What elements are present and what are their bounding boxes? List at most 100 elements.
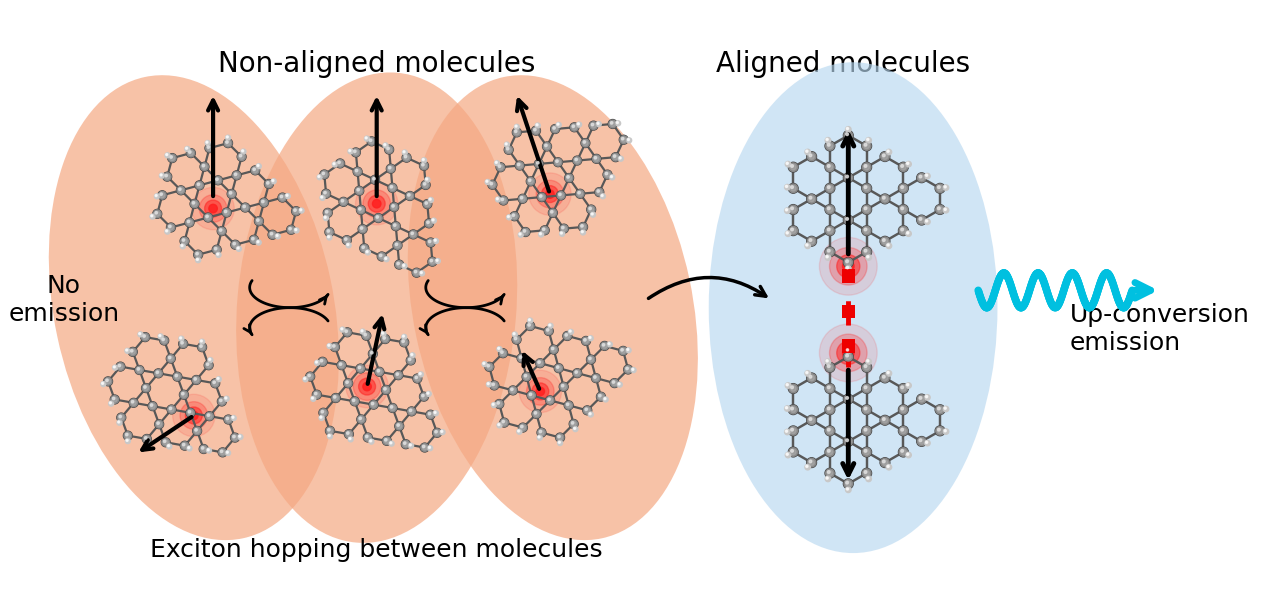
Circle shape — [293, 209, 298, 213]
Circle shape — [861, 247, 872, 257]
Circle shape — [826, 142, 835, 150]
Circle shape — [604, 398, 605, 399]
Circle shape — [572, 156, 581, 165]
Circle shape — [191, 200, 198, 208]
Circle shape — [485, 363, 493, 371]
Circle shape — [826, 405, 835, 414]
Circle shape — [805, 371, 808, 374]
Circle shape — [500, 198, 506, 203]
Circle shape — [882, 418, 886, 420]
Circle shape — [168, 224, 175, 231]
Circle shape — [166, 444, 172, 449]
Circle shape — [371, 352, 372, 354]
Circle shape — [515, 124, 520, 129]
Circle shape — [527, 324, 532, 328]
Circle shape — [131, 400, 136, 405]
Circle shape — [497, 163, 504, 171]
Circle shape — [219, 448, 227, 456]
Circle shape — [402, 153, 411, 162]
Circle shape — [169, 225, 174, 230]
Circle shape — [864, 143, 869, 149]
Circle shape — [525, 374, 526, 377]
Circle shape — [315, 392, 317, 395]
Circle shape — [384, 438, 387, 441]
Circle shape — [809, 239, 812, 242]
Circle shape — [372, 200, 381, 208]
Circle shape — [538, 436, 540, 438]
Circle shape — [538, 429, 545, 437]
Circle shape — [428, 412, 433, 417]
Circle shape — [785, 383, 791, 388]
Circle shape — [887, 150, 890, 152]
Circle shape — [355, 187, 364, 195]
Circle shape — [881, 152, 890, 161]
Circle shape — [827, 207, 833, 212]
Circle shape — [334, 396, 335, 398]
Circle shape — [150, 404, 152, 406]
Circle shape — [786, 185, 787, 187]
Circle shape — [402, 150, 407, 155]
Circle shape — [352, 148, 360, 157]
Circle shape — [422, 158, 424, 161]
Circle shape — [224, 210, 229, 215]
Circle shape — [125, 349, 128, 351]
Circle shape — [805, 465, 810, 470]
Circle shape — [594, 156, 599, 161]
Circle shape — [396, 243, 401, 248]
Circle shape — [136, 366, 143, 374]
Circle shape — [116, 420, 122, 425]
Circle shape — [901, 449, 906, 455]
Circle shape — [632, 368, 634, 370]
Circle shape — [104, 377, 113, 386]
Circle shape — [532, 410, 541, 419]
Circle shape — [864, 428, 869, 434]
Circle shape — [805, 244, 808, 246]
Circle shape — [806, 194, 817, 204]
Circle shape — [585, 408, 590, 413]
Circle shape — [826, 227, 835, 235]
Circle shape — [520, 370, 562, 413]
Circle shape — [529, 393, 531, 395]
Circle shape — [227, 417, 229, 420]
Circle shape — [494, 161, 499, 166]
Circle shape — [791, 407, 796, 413]
Circle shape — [188, 410, 193, 415]
Circle shape — [536, 161, 539, 164]
Circle shape — [788, 205, 797, 213]
Circle shape — [791, 386, 796, 391]
Circle shape — [164, 173, 172, 181]
Circle shape — [570, 123, 579, 132]
Circle shape — [515, 130, 517, 133]
Circle shape — [404, 155, 407, 158]
Circle shape — [552, 125, 559, 133]
Circle shape — [328, 236, 330, 238]
Circle shape — [160, 336, 169, 345]
Circle shape — [844, 394, 854, 404]
Circle shape — [346, 365, 388, 408]
Circle shape — [419, 373, 421, 374]
Circle shape — [415, 376, 420, 381]
Circle shape — [362, 331, 371, 340]
Circle shape — [547, 329, 549, 331]
Circle shape — [224, 416, 232, 423]
Circle shape — [209, 358, 211, 361]
Circle shape — [320, 196, 325, 200]
Circle shape — [241, 203, 250, 212]
Circle shape — [499, 197, 507, 205]
Circle shape — [513, 129, 521, 136]
Circle shape — [285, 194, 288, 196]
Circle shape — [218, 377, 219, 379]
Circle shape — [328, 343, 332, 349]
Circle shape — [403, 264, 404, 266]
Circle shape — [390, 405, 393, 408]
Circle shape — [353, 167, 362, 176]
Circle shape — [192, 376, 200, 384]
Circle shape — [169, 356, 172, 359]
Circle shape — [861, 405, 872, 414]
Circle shape — [362, 246, 365, 248]
Circle shape — [383, 437, 390, 445]
Circle shape — [383, 337, 385, 339]
Circle shape — [410, 231, 417, 238]
Circle shape — [558, 441, 561, 443]
Circle shape — [568, 329, 573, 334]
